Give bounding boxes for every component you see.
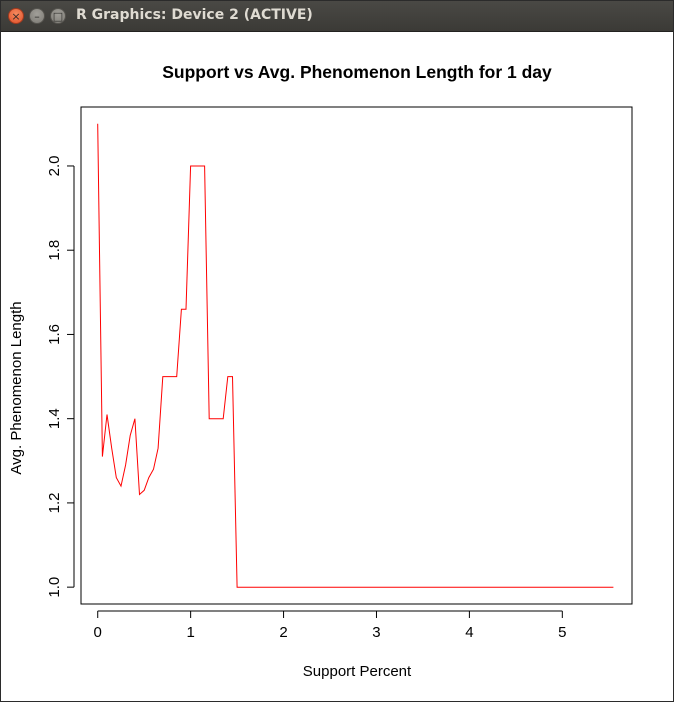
plot-area: Support vs Avg. Phenomenon Length for 1 … (1, 32, 673, 701)
y-tick-label: 1.4 (46, 408, 63, 429)
chart-title: Support vs Avg. Phenomenon Length for 1 … (162, 62, 552, 82)
maximize-window-button[interactable]: □ (50, 8, 66, 24)
y-tick-label: 1.6 (46, 324, 63, 345)
maximize-icon: □ (52, 9, 64, 23)
close-icon: × (11, 9, 21, 23)
x-tick-label: 4 (465, 624, 473, 641)
window-title: R Graphics: Device 2 (ACTIVE) (76, 7, 313, 23)
minimize-icon: – (34, 9, 40, 23)
y-tick-label: 1.2 (46, 492, 63, 513)
x-tick-label: 1 (186, 624, 194, 641)
plot-box (80, 106, 633, 605)
y-tick-label: 2.0 (46, 156, 63, 177)
line-chart: Support vs Avg. Phenomenon Length for 1 … (8, 62, 633, 680)
series-line (97, 123, 614, 588)
minimize-window-button[interactable]: – (29, 8, 45, 24)
series-layer (97, 123, 614, 588)
x-tick-label: 2 (279, 624, 287, 641)
window-titlebar[interactable]: × – □ R Graphics: Device 2 (ACTIVE) (1, 1, 673, 32)
x-tick-label: 5 (558, 624, 566, 641)
x-tick-label: 3 (372, 624, 380, 641)
x-axis-label: Support Percent (303, 663, 412, 680)
y-tick-label: 1.8 (46, 240, 63, 261)
y-axis: 1.0 1.2 1.4 1.6 1.8 2.0 (46, 156, 75, 598)
y-tick-label: 1.0 (46, 577, 63, 598)
x-axis: 0 1 2 3 4 5 (94, 610, 566, 641)
y-axis-label: Avg. Phenomenon Length (8, 301, 25, 474)
x-tick-label: 0 (94, 624, 102, 641)
close-window-button[interactable]: × (8, 8, 24, 24)
